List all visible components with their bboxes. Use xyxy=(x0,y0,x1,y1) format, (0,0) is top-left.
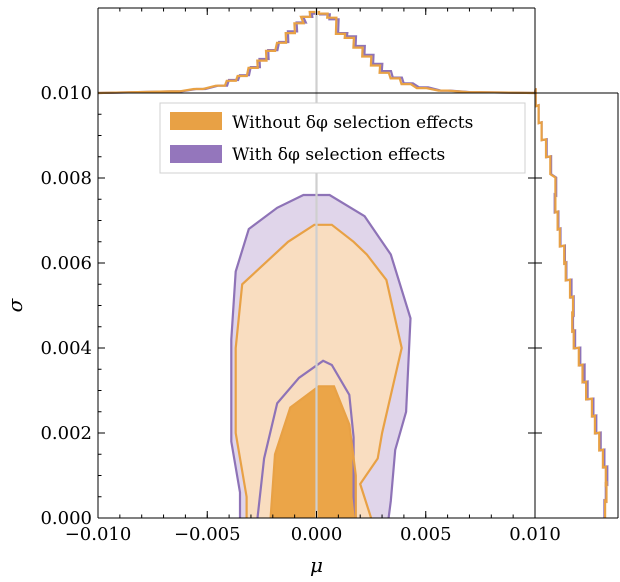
without-68-line xyxy=(269,385,357,519)
legend-label-with: With δφ selection effects xyxy=(232,145,445,165)
legend: Without δφ selection effects With δφ sel… xyxy=(159,102,526,174)
y-tick-label: 0.008 xyxy=(40,168,92,189)
mu-sigma-contour-panel xyxy=(230,8,412,519)
legend-label-without: Without δφ selection effects xyxy=(232,113,473,133)
y-tick-label: 0.002 xyxy=(40,423,92,444)
x-tick-label: −0.005 xyxy=(174,524,241,545)
y-tick-label: 0.006 xyxy=(40,253,92,274)
without-95-line xyxy=(234,223,403,519)
x-tick-label: 0.000 xyxy=(291,524,343,545)
sigma-histogram-without xyxy=(533,88,608,519)
mu-histogram-without xyxy=(97,10,536,95)
with-68-line xyxy=(256,359,357,519)
x-tick-label: 0.005 xyxy=(400,524,452,545)
legend-swatch-without xyxy=(170,112,222,130)
x-tick-label: 0.010 xyxy=(509,524,561,545)
sigma-marginal-panel xyxy=(533,88,609,519)
y-axis-title: σ xyxy=(3,297,27,312)
without-68-fill xyxy=(270,386,356,518)
mu-marginal-panel xyxy=(97,10,536,95)
x-tick-label: −0.010 xyxy=(65,524,132,545)
y-tick-label: 0.004 xyxy=(40,338,92,359)
y-tick-label: 0.000 xyxy=(40,508,92,529)
x-axis-title: μ xyxy=(310,553,323,577)
axes: −0.010 −0.005 0.000 0.005 0.010 0.000 0.002 0.0… xyxy=(3,7,619,577)
y-tick-label: 0.010 xyxy=(40,83,92,104)
legend-swatch-with xyxy=(170,145,222,163)
